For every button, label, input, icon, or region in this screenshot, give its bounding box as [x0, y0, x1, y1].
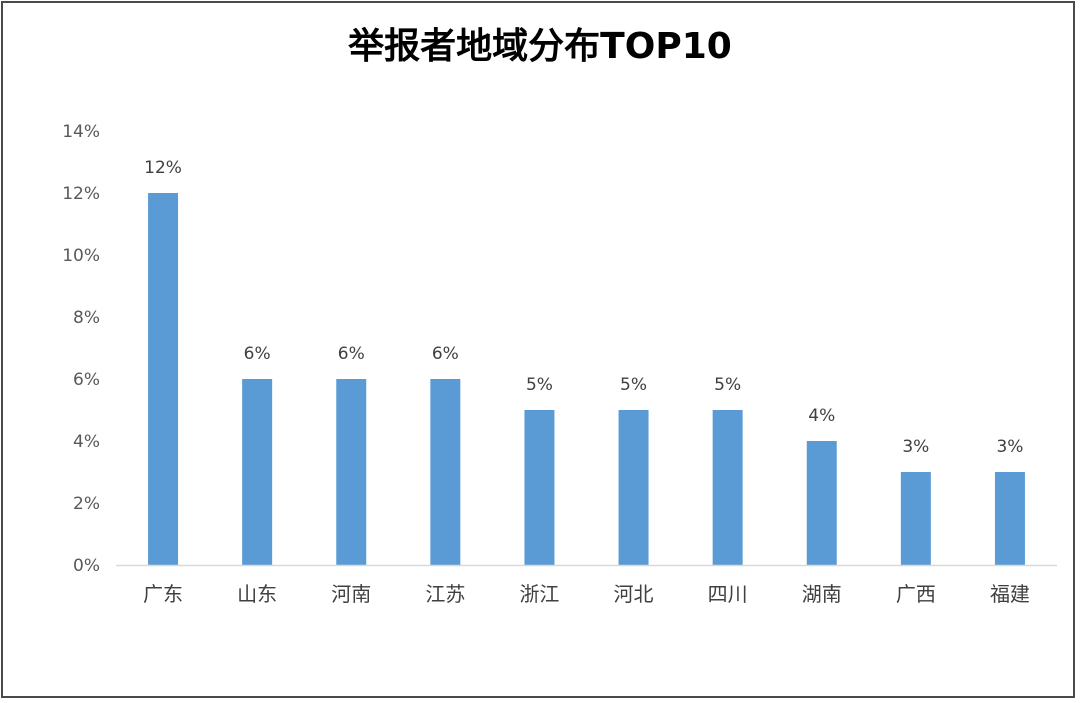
bar — [336, 379, 367, 565]
bar — [994, 472, 1025, 565]
chart-title: 举报者地域分布TOP10 — [347, 26, 732, 67]
y-tick-label: 12% — [62, 184, 100, 204]
data-label: 12% — [144, 158, 182, 178]
x-tick-label: 福建 — [990, 582, 1030, 606]
y-tick-label: 2% — [73, 494, 100, 514]
x-tick-label: 四川 — [708, 582, 748, 606]
bar — [524, 410, 555, 565]
y-tick-label: 8% — [73, 308, 100, 328]
bar — [712, 410, 743, 565]
data-labels: 12% 6% 6% 6% 5% 5% 5% 4% 3% 3% — [144, 158, 1023, 457]
data-label: 5% — [714, 375, 741, 395]
bar — [900, 472, 931, 565]
data-label: 6% — [338, 344, 365, 364]
y-axis: 0% 2% 4% 6% 8% 10% 12% 14% — [62, 122, 100, 576]
y-tick-label: 6% — [73, 370, 100, 390]
bar — [618, 410, 649, 565]
x-tick-label: 浙江 — [519, 582, 559, 606]
x-tick-label: 广东 — [143, 582, 183, 606]
y-tick-label: 4% — [73, 432, 100, 452]
y-tick-label: 10% — [62, 246, 100, 266]
x-tick-label: 广西 — [896, 582, 936, 606]
data-label: 6% — [432, 344, 459, 364]
data-label: 3% — [996, 437, 1023, 457]
x-tick-label: 河南 — [331, 582, 371, 606]
data-label: 4% — [808, 406, 835, 426]
x-tick-label: 山东 — [237, 582, 277, 606]
data-label: 5% — [620, 375, 647, 395]
data-label: 5% — [526, 375, 553, 395]
x-tick-label: 河北 — [614, 582, 654, 606]
bar — [430, 379, 461, 565]
x-tick-label: 湖南 — [802, 582, 842, 606]
data-label: 6% — [244, 344, 271, 364]
x-tick-label: 江苏 — [425, 582, 465, 606]
bar — [148, 193, 179, 565]
bar — [242, 379, 273, 565]
bars — [148, 193, 1025, 565]
bar — [806, 441, 837, 565]
y-tick-label: 14% — [62, 122, 100, 142]
y-tick-label: 0% — [73, 556, 100, 576]
x-axis: 广东 山东 河南 江苏 浙江 河北 四川 湖南 广西 福建 — [116, 564, 1057, 606]
data-label: 3% — [902, 437, 929, 457]
